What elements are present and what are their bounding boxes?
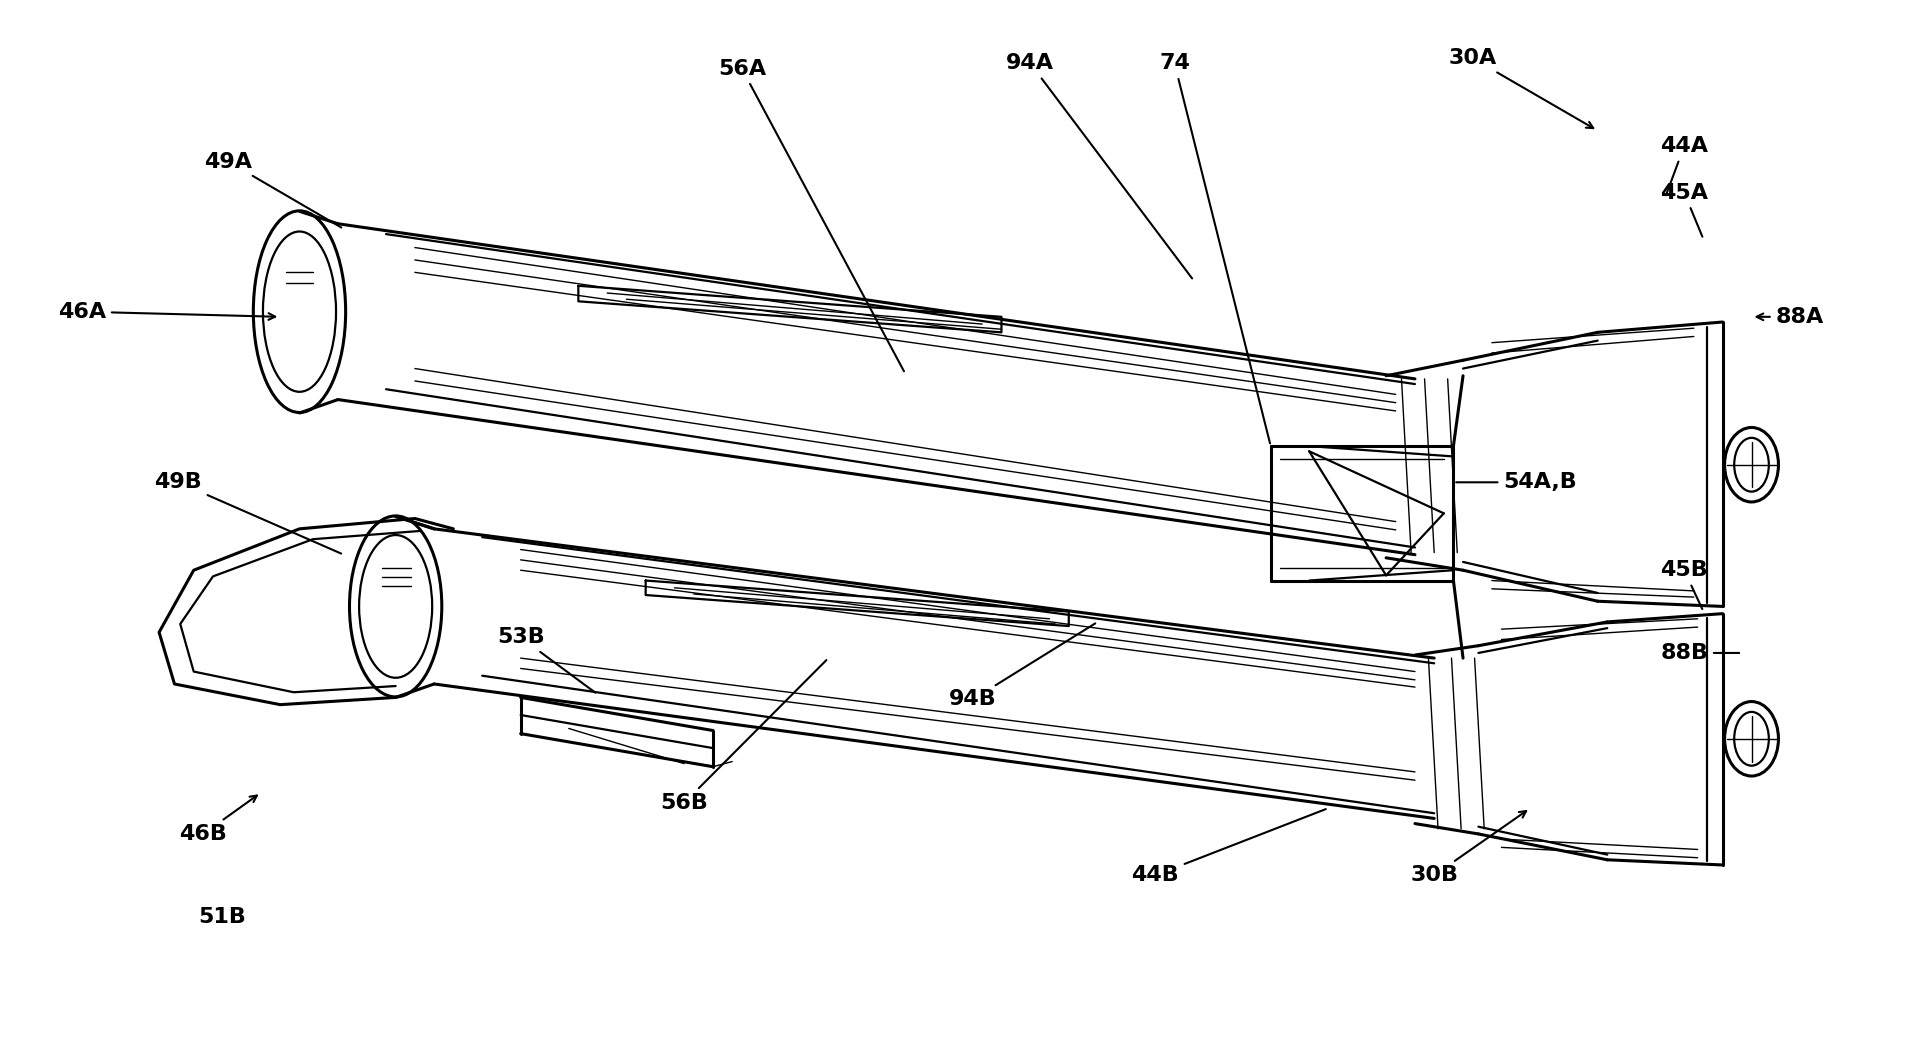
Text: 88B: 88B — [1660, 643, 1739, 663]
Text: 74: 74 — [1159, 54, 1269, 444]
Text: 45A: 45A — [1660, 183, 1708, 236]
Text: 44A: 44A — [1660, 136, 1708, 195]
Text: 94B: 94B — [950, 623, 1096, 709]
Text: 94A: 94A — [1005, 54, 1192, 278]
Text: 51B: 51B — [198, 906, 247, 927]
Text: 30A: 30A — [1448, 49, 1593, 129]
Text: 56A: 56A — [718, 59, 903, 371]
Text: 49A: 49A — [204, 151, 341, 227]
Text: 30B: 30B — [1410, 811, 1525, 886]
Text: 54A,B: 54A,B — [1456, 472, 1577, 493]
Text: 46A: 46A — [58, 302, 275, 321]
Text: 46B: 46B — [179, 795, 256, 844]
Text: 56B: 56B — [661, 661, 826, 813]
Text: 44B: 44B — [1131, 809, 1325, 886]
Text: 88A: 88A — [1757, 307, 1824, 327]
Text: 53B: 53B — [497, 627, 595, 693]
Text: 49B: 49B — [154, 472, 341, 554]
Text: 45B: 45B — [1660, 560, 1708, 609]
